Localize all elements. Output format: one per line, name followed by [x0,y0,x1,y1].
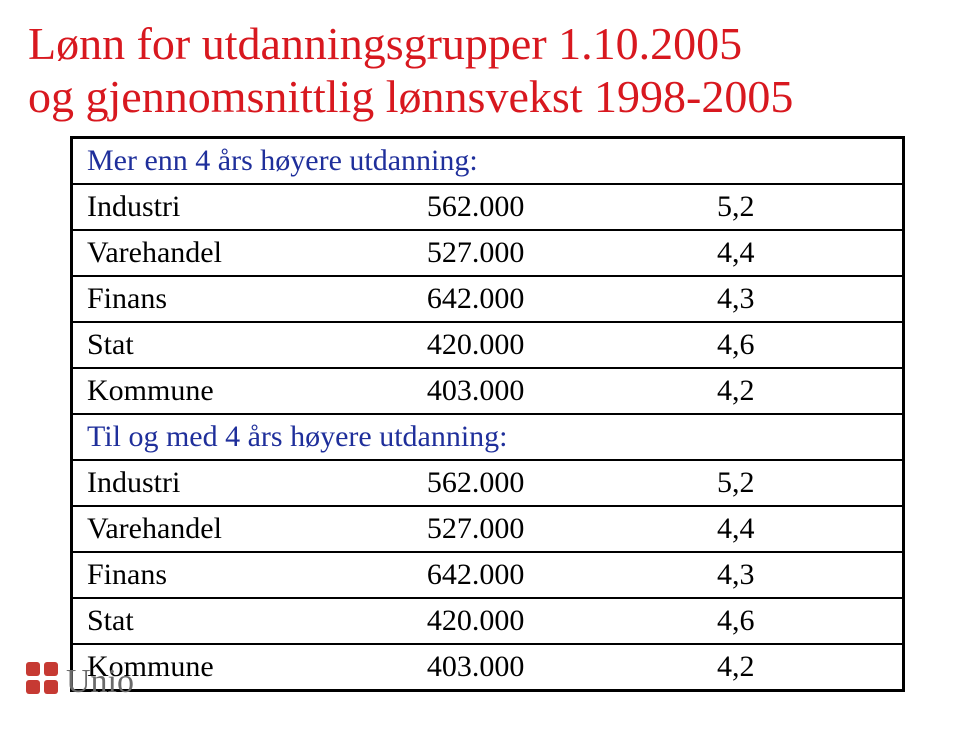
table-row: Finans 642.000 4,3 [73,276,902,322]
row-name: Finans [73,552,413,598]
row-value: 562.000 [413,460,703,506]
table-row: Industri 562.000 5,2 [73,460,902,506]
section-heading-1: Mer enn 4 års høyere utdanning: [73,139,902,184]
row-value: 562.000 [413,184,703,230]
row-pct: 4,2 [703,368,902,414]
row-pct: 4,3 [703,552,902,598]
row-name: Industri [73,184,413,230]
row-name: Stat [73,598,413,644]
row-value: 403.000 [413,644,703,689]
title-line-2: og gjennomsnittlig lønnsvekst 1998-2005 [28,71,932,124]
row-value: 527.000 [413,230,703,276]
row-value: 420.000 [413,598,703,644]
table-row: Finans 642.000 4,3 [73,552,902,598]
row-value: 642.000 [413,276,703,322]
row-name: Stat [73,322,413,368]
table-row: Kommune 403.000 4,2 [73,644,902,689]
table-row: Stat 420.000 4,6 [73,598,902,644]
row-name: Varehandel [73,230,413,276]
row-name: Varehandel [73,506,413,552]
table-row: Varehandel 527.000 4,4 [73,506,902,552]
logo-text: Unio [66,663,134,700]
row-pct: 5,2 [703,460,902,506]
row-pct: 4,4 [703,230,902,276]
page-title: Lønn for utdanningsgrupper 1.10.2005 og … [28,18,932,124]
row-value: 527.000 [413,506,703,552]
table-row: Stat 420.000 4,6 [73,322,902,368]
row-name: Industri [73,460,413,506]
row-value: 420.000 [413,322,703,368]
row-pct: 4,6 [703,598,902,644]
title-line-1: Lønn for utdanningsgrupper 1.10.2005 [28,18,932,71]
wage-table: Mer enn 4 års høyere utdanning: Industri… [70,136,905,692]
row-name: Finans [73,276,413,322]
row-name: Kommune [73,368,413,414]
row-value: 642.000 [413,552,703,598]
table-row: Kommune 403.000 4,2 [73,368,902,414]
row-pct: 4,4 [703,506,902,552]
row-value: 403.000 [413,368,703,414]
row-pct: 5,2 [703,184,902,230]
unio-logo: Unio [24,656,164,716]
section-heading-2: Til og med 4 års høyere utdanning: [73,414,902,460]
row-pct: 4,3 [703,276,902,322]
table-row: Varehandel 527.000 4,4 [73,230,902,276]
unio-logo-icon: Unio [24,656,164,716]
row-pct: 4,2 [703,644,902,689]
table-row: Industri 562.000 5,2 [73,184,902,230]
row-pct: 4,6 [703,322,902,368]
